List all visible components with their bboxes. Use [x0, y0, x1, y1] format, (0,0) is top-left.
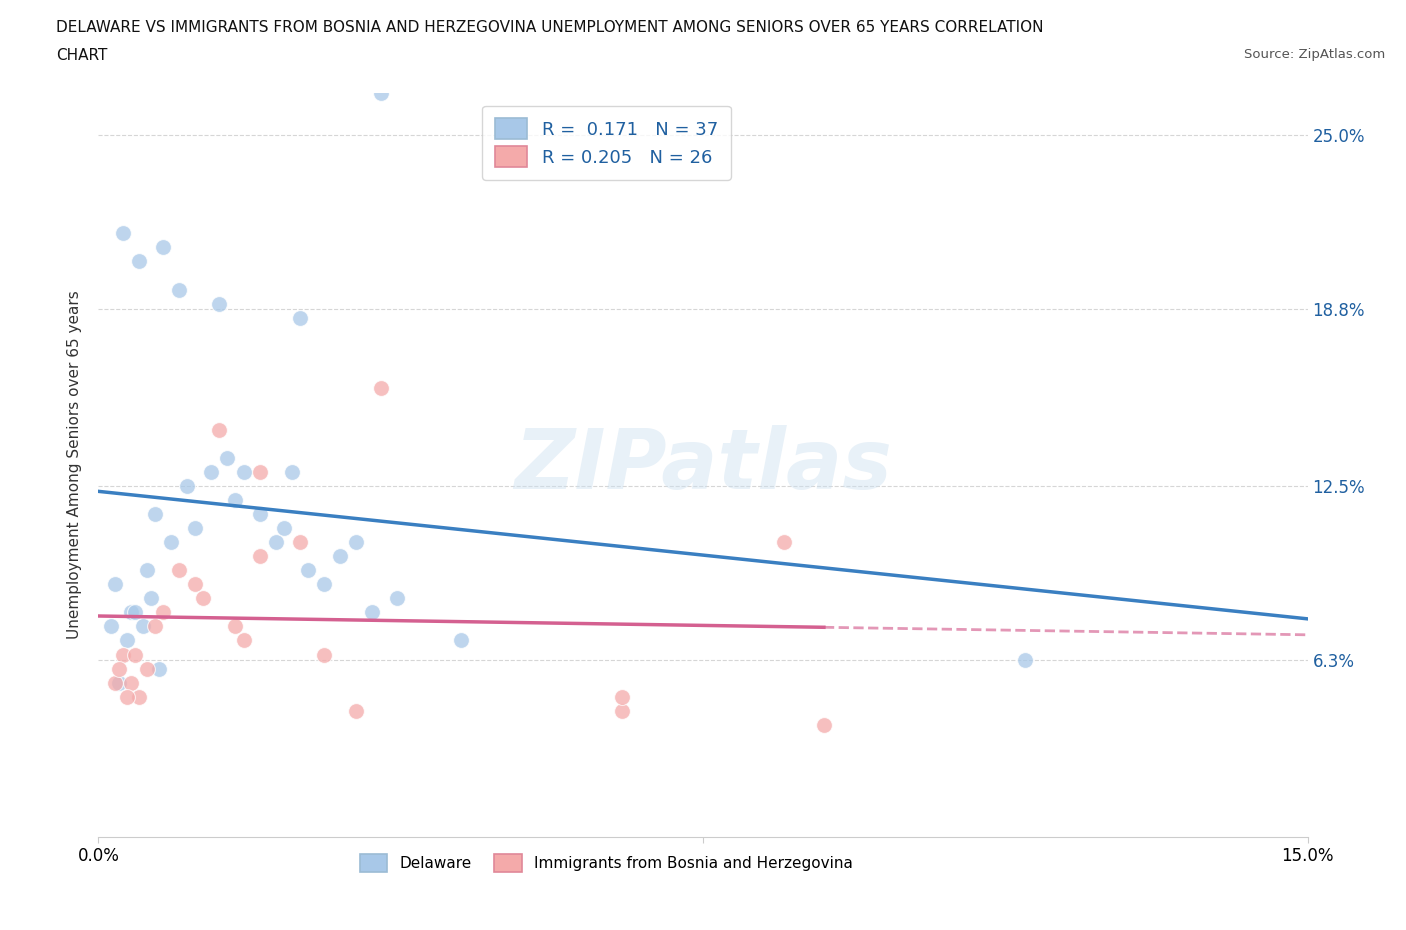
Point: [128, 254, 150, 269]
Point: [772, 535, 794, 550]
Point: [224, 493, 246, 508]
Point: [124, 604, 146, 619]
Point: [370, 380, 392, 395]
Point: [264, 535, 287, 550]
Point: [128, 689, 150, 704]
Point: [107, 675, 129, 690]
Point: [385, 591, 408, 605]
Point: [288, 535, 311, 550]
Legend: Delaware, Immigrants from Bosnia and Herzegovina: Delaware, Immigrants from Bosnia and Her…: [353, 848, 859, 878]
Point: [612, 689, 634, 704]
Point: [143, 507, 166, 522]
Point: [208, 422, 231, 437]
Text: Source: ZipAtlas.com: Source: ZipAtlas.com: [1244, 48, 1385, 61]
Point: [143, 619, 166, 634]
Text: DELAWARE VS IMMIGRANTS FROM BOSNIA AND HERZEGOVINA UNEMPLOYMENT AMONG SENIORS OV: DELAWARE VS IMMIGRANTS FROM BOSNIA AND H…: [56, 20, 1043, 35]
Point: [139, 591, 162, 605]
Point: [115, 689, 138, 704]
Point: [103, 675, 125, 690]
Text: CHART: CHART: [56, 48, 108, 63]
Point: [1014, 653, 1036, 668]
Point: [344, 703, 367, 718]
Point: [450, 633, 472, 648]
Point: [184, 577, 207, 591]
Point: [232, 465, 254, 480]
Point: [208, 296, 231, 311]
Point: [314, 647, 336, 662]
Point: [297, 563, 319, 578]
Point: [249, 507, 271, 522]
Point: [152, 604, 174, 619]
Point: [314, 577, 336, 591]
Point: [148, 661, 170, 676]
Point: [124, 647, 146, 662]
Point: [813, 717, 835, 732]
Point: [120, 604, 142, 619]
Point: [249, 465, 271, 480]
Point: [361, 604, 384, 619]
Y-axis label: Unemployment Among Seniors over 65 years: Unemployment Among Seniors over 65 years: [67, 291, 83, 640]
Point: [160, 535, 183, 550]
Point: [193, 591, 215, 605]
Point: [344, 535, 367, 550]
Point: [329, 549, 352, 564]
Point: [167, 282, 190, 297]
Point: [224, 619, 246, 634]
Point: [232, 633, 254, 648]
Point: [103, 577, 125, 591]
Point: [200, 465, 222, 480]
Point: [249, 549, 271, 564]
Point: [135, 563, 157, 578]
Point: [281, 465, 304, 480]
Point: [612, 703, 634, 718]
Point: [111, 226, 134, 241]
Point: [217, 450, 239, 465]
Point: [176, 479, 198, 494]
Point: [120, 675, 142, 690]
Point: [152, 240, 174, 255]
Point: [370, 86, 392, 100]
Point: [100, 619, 122, 634]
Text: ZIPatlas: ZIPatlas: [515, 424, 891, 506]
Point: [115, 633, 138, 648]
Point: [184, 521, 207, 536]
Point: [107, 661, 129, 676]
Point: [132, 619, 155, 634]
Point: [111, 647, 134, 662]
Point: [273, 521, 295, 536]
Point: [167, 563, 190, 578]
Point: [288, 311, 311, 325]
Point: [135, 661, 157, 676]
